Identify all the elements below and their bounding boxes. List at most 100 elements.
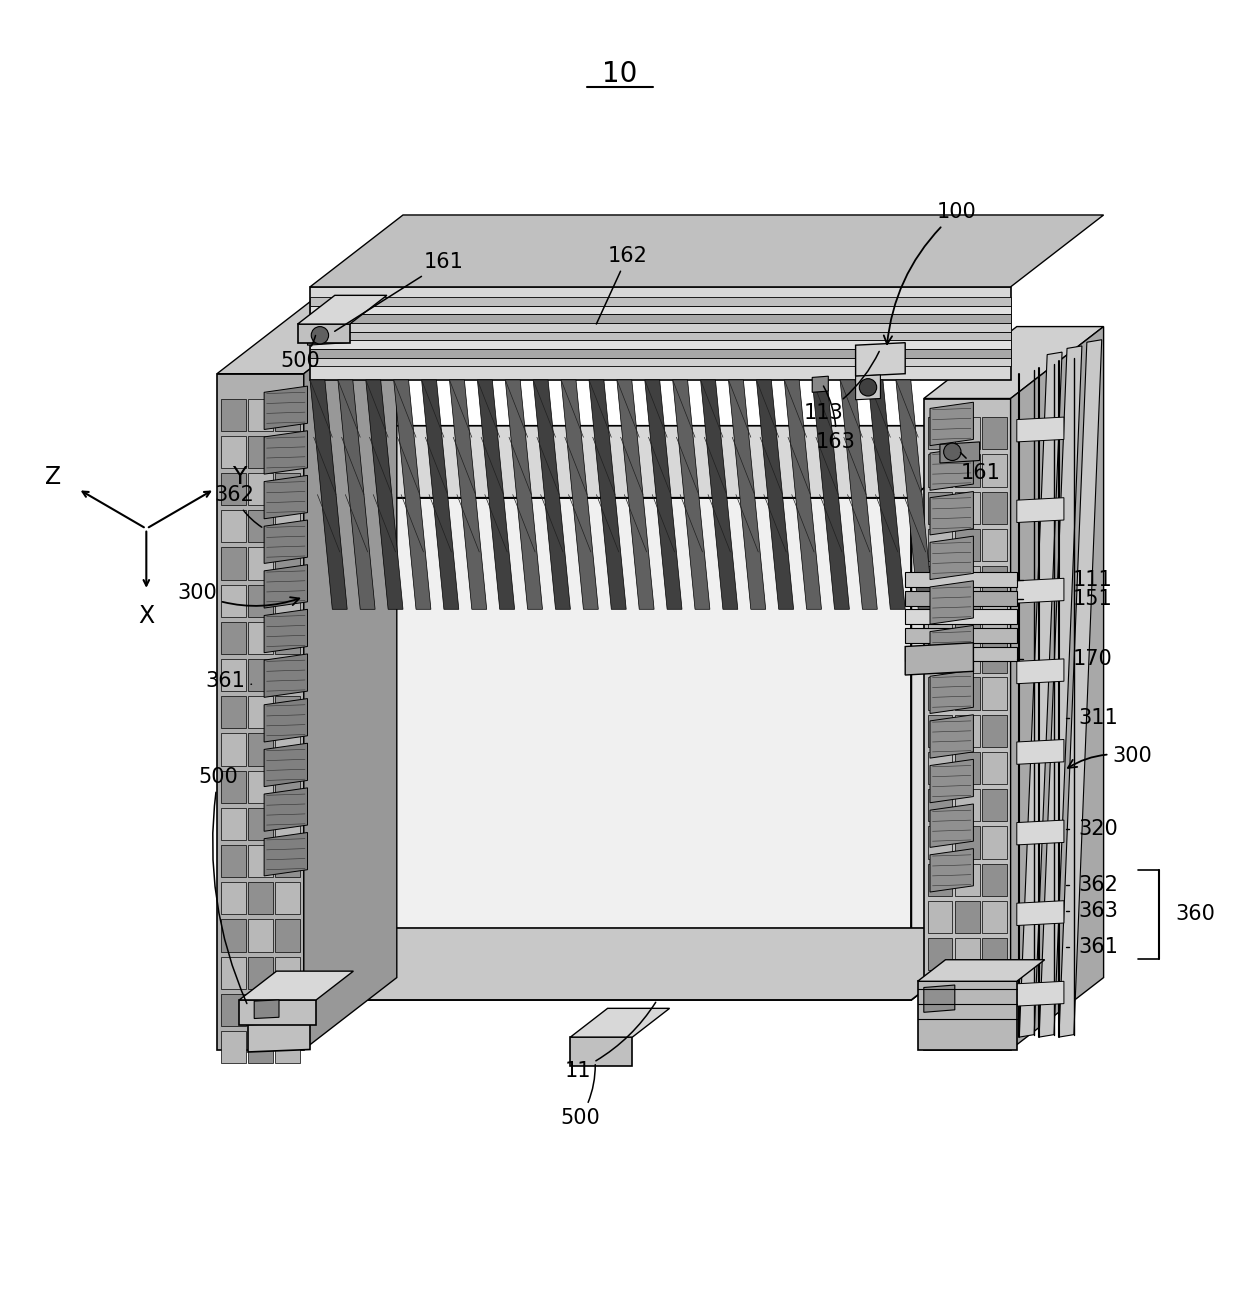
Polygon shape bbox=[928, 789, 952, 821]
Polygon shape bbox=[221, 1031, 246, 1063]
Polygon shape bbox=[248, 957, 273, 989]
Polygon shape bbox=[982, 826, 1007, 859]
Polygon shape bbox=[928, 418, 952, 450]
Polygon shape bbox=[248, 622, 273, 654]
Polygon shape bbox=[248, 844, 273, 877]
Text: 161: 161 bbox=[335, 252, 464, 331]
Polygon shape bbox=[982, 937, 1007, 970]
Polygon shape bbox=[248, 584, 273, 617]
Polygon shape bbox=[955, 1012, 980, 1045]
Polygon shape bbox=[239, 999, 316, 1024]
Polygon shape bbox=[298, 295, 387, 325]
Polygon shape bbox=[221, 808, 246, 840]
Circle shape bbox=[311, 327, 329, 344]
Polygon shape bbox=[928, 640, 952, 672]
Text: 11: 11 bbox=[564, 1002, 656, 1081]
Polygon shape bbox=[275, 919, 300, 952]
Polygon shape bbox=[366, 380, 403, 609]
Polygon shape bbox=[264, 654, 308, 697]
Polygon shape bbox=[310, 323, 1011, 331]
Polygon shape bbox=[982, 640, 1007, 672]
Polygon shape bbox=[221, 473, 246, 506]
Polygon shape bbox=[248, 733, 273, 765]
Text: 300: 300 bbox=[177, 583, 299, 606]
Polygon shape bbox=[930, 848, 973, 892]
Polygon shape bbox=[560, 380, 599, 609]
Polygon shape bbox=[955, 566, 980, 599]
Polygon shape bbox=[1011, 327, 1104, 1050]
Text: 151: 151 bbox=[1073, 590, 1112, 609]
Polygon shape bbox=[955, 975, 980, 1007]
Text: 320: 320 bbox=[1079, 818, 1118, 839]
Polygon shape bbox=[955, 603, 980, 635]
Polygon shape bbox=[221, 398, 246, 431]
Polygon shape bbox=[275, 473, 300, 506]
Text: 363: 363 bbox=[1079, 901, 1118, 921]
Polygon shape bbox=[264, 387, 308, 429]
Polygon shape bbox=[905, 572, 1017, 587]
Polygon shape bbox=[275, 957, 300, 989]
Polygon shape bbox=[982, 753, 1007, 784]
Polygon shape bbox=[310, 215, 1104, 287]
Polygon shape bbox=[841, 380, 878, 609]
Polygon shape bbox=[928, 826, 952, 859]
Polygon shape bbox=[1017, 418, 1064, 442]
Polygon shape bbox=[955, 715, 980, 747]
Polygon shape bbox=[905, 628, 1017, 643]
Text: 500: 500 bbox=[560, 1064, 600, 1127]
Polygon shape bbox=[308, 325, 347, 345]
Polygon shape bbox=[930, 537, 973, 579]
Polygon shape bbox=[310, 349, 1011, 358]
Polygon shape bbox=[982, 864, 1007, 896]
Polygon shape bbox=[928, 901, 952, 934]
Polygon shape bbox=[982, 678, 1007, 710]
Polygon shape bbox=[928, 566, 952, 599]
Polygon shape bbox=[264, 787, 308, 831]
Polygon shape bbox=[248, 659, 273, 692]
Polygon shape bbox=[337, 380, 376, 609]
Text: 113: 113 bbox=[804, 352, 879, 423]
Polygon shape bbox=[955, 789, 980, 821]
Polygon shape bbox=[310, 358, 1011, 366]
Polygon shape bbox=[275, 398, 300, 431]
Polygon shape bbox=[918, 981, 1017, 1050]
Text: X: X bbox=[138, 604, 155, 627]
Polygon shape bbox=[955, 678, 980, 710]
Polygon shape bbox=[239, 971, 353, 999]
Polygon shape bbox=[905, 646, 1017, 662]
Polygon shape bbox=[248, 882, 273, 914]
Polygon shape bbox=[248, 473, 273, 506]
Polygon shape bbox=[982, 603, 1007, 635]
Polygon shape bbox=[264, 431, 308, 475]
Polygon shape bbox=[930, 670, 973, 714]
Text: Z: Z bbox=[45, 464, 62, 489]
Polygon shape bbox=[335, 425, 1004, 928]
Polygon shape bbox=[982, 454, 1007, 486]
Polygon shape bbox=[895, 380, 932, 609]
Polygon shape bbox=[264, 609, 308, 653]
Polygon shape bbox=[310, 305, 1011, 314]
Polygon shape bbox=[955, 937, 980, 970]
Polygon shape bbox=[217, 374, 304, 1050]
Polygon shape bbox=[955, 529, 980, 561]
Polygon shape bbox=[982, 1012, 1007, 1045]
Polygon shape bbox=[930, 804, 973, 847]
Polygon shape bbox=[982, 566, 1007, 599]
Polygon shape bbox=[275, 844, 300, 877]
Polygon shape bbox=[645, 380, 682, 609]
Polygon shape bbox=[982, 529, 1007, 561]
Text: 300: 300 bbox=[1068, 746, 1152, 768]
Polygon shape bbox=[310, 380, 347, 609]
Polygon shape bbox=[940, 442, 980, 463]
Polygon shape bbox=[928, 975, 952, 1007]
Polygon shape bbox=[248, 436, 273, 468]
Text: 100: 100 bbox=[884, 203, 976, 344]
Polygon shape bbox=[955, 454, 980, 486]
Polygon shape bbox=[242, 928, 1004, 999]
Polygon shape bbox=[930, 402, 973, 446]
Polygon shape bbox=[955, 753, 980, 784]
Text: 10: 10 bbox=[603, 59, 637, 88]
Polygon shape bbox=[477, 380, 515, 609]
Text: 162: 162 bbox=[596, 246, 647, 325]
Polygon shape bbox=[217, 301, 397, 374]
